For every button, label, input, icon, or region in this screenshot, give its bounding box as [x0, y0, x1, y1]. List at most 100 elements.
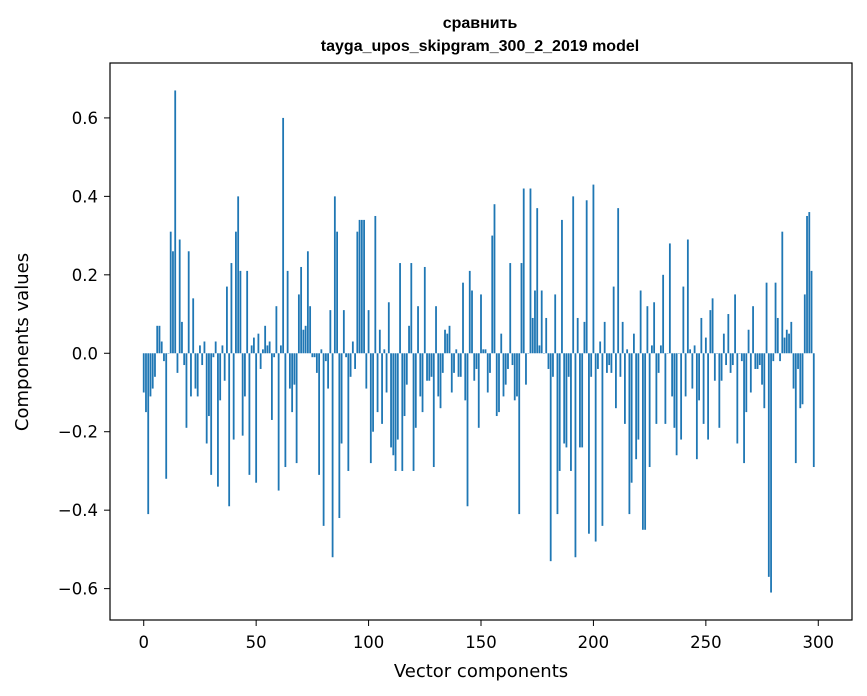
bar — [405, 353, 408, 385]
bar — [333, 196, 336, 354]
bar — [473, 353, 476, 381]
bar — [511, 353, 514, 366]
bar — [259, 353, 262, 369]
y-tick-label: 0.0 — [72, 344, 98, 363]
bar — [417, 306, 419, 354]
bar — [194, 353, 197, 389]
bar — [142, 353, 145, 393]
bar — [619, 353, 622, 377]
bar — [394, 353, 397, 471]
bar — [709, 310, 712, 354]
bar — [561, 219, 563, 354]
bar — [396, 353, 399, 440]
bar — [331, 353, 334, 558]
bar — [592, 184, 595, 354]
bar — [594, 353, 597, 542]
bar — [237, 196, 240, 354]
bar — [583, 321, 586, 354]
bar — [489, 353, 491, 373]
bar — [581, 353, 584, 448]
bar — [549, 353, 552, 562]
bar — [570, 353, 572, 471]
bar — [293, 353, 296, 385]
bar — [792, 353, 795, 389]
bar — [698, 353, 700, 401]
bar — [174, 90, 177, 354]
bar — [408, 325, 410, 354]
y-tick-label: 0.4 — [72, 187, 98, 206]
bar — [633, 333, 635, 354]
bar — [275, 306, 278, 354]
bar — [163, 353, 165, 362]
bar — [695, 353, 698, 460]
bar — [347, 353, 350, 471]
bar — [412, 353, 415, 471]
bar — [783, 337, 786, 354]
bar — [336, 231, 338, 354]
bar — [315, 353, 318, 373]
bar — [160, 341, 163, 354]
plot-area-frame — [109, 62, 853, 621]
bar — [183, 353, 186, 366]
bar — [239, 270, 242, 354]
bar — [432, 353, 435, 468]
bar — [266, 345, 269, 354]
bar — [675, 353, 678, 456]
bar — [749, 353, 752, 393]
bar — [774, 282, 777, 354]
x-tick-label: 150 — [465, 633, 497, 652]
bar — [410, 263, 413, 354]
bar — [801, 353, 804, 405]
bar — [799, 353, 802, 409]
bar — [446, 333, 449, 354]
bar — [297, 294, 300, 354]
bar — [268, 341, 271, 354]
bar — [282, 117, 285, 354]
bar — [803, 294, 806, 354]
bar — [464, 353, 467, 401]
bar — [385, 353, 388, 393]
bar — [217, 353, 219, 487]
x-tick-label: 250 — [690, 633, 722, 652]
bar — [365, 353, 368, 389]
bar — [210, 353, 213, 475]
bar — [500, 333, 503, 354]
bar — [178, 239, 181, 354]
bar — [342, 310, 345, 354]
bar — [399, 263, 401, 354]
bar — [306, 251, 309, 354]
bar — [601, 353, 604, 526]
bar — [327, 353, 329, 389]
bar — [743, 353, 745, 464]
bar — [208, 353, 210, 417]
bar — [221, 345, 224, 354]
bar — [403, 353, 406, 417]
bar — [172, 251, 174, 354]
bar — [772, 353, 775, 362]
bar — [351, 341, 354, 354]
bar — [430, 353, 433, 377]
bar — [781, 231, 784, 354]
x-axis-ticks: 0 50 100 150 200 250 300 — [138, 620, 834, 652]
bar — [646, 306, 649, 354]
bar — [230, 263, 233, 354]
bar — [205, 353, 208, 444]
bar — [320, 349, 323, 354]
bar — [145, 353, 147, 413]
bar — [226, 286, 228, 354]
bar — [322, 353, 325, 526]
bar — [680, 353, 683, 440]
bar — [378, 329, 381, 354]
bar — [639, 290, 642, 354]
bar — [421, 353, 424, 413]
bar — [214, 341, 217, 354]
bar — [588, 353, 590, 534]
bar — [304, 325, 307, 354]
x-tick-label: 200 — [578, 633, 610, 652]
bar — [367, 310, 370, 354]
bar — [324, 353, 327, 362]
bar — [291, 353, 294, 413]
bar — [169, 231, 172, 354]
bar — [201, 353, 204, 366]
bar — [462, 282, 464, 354]
